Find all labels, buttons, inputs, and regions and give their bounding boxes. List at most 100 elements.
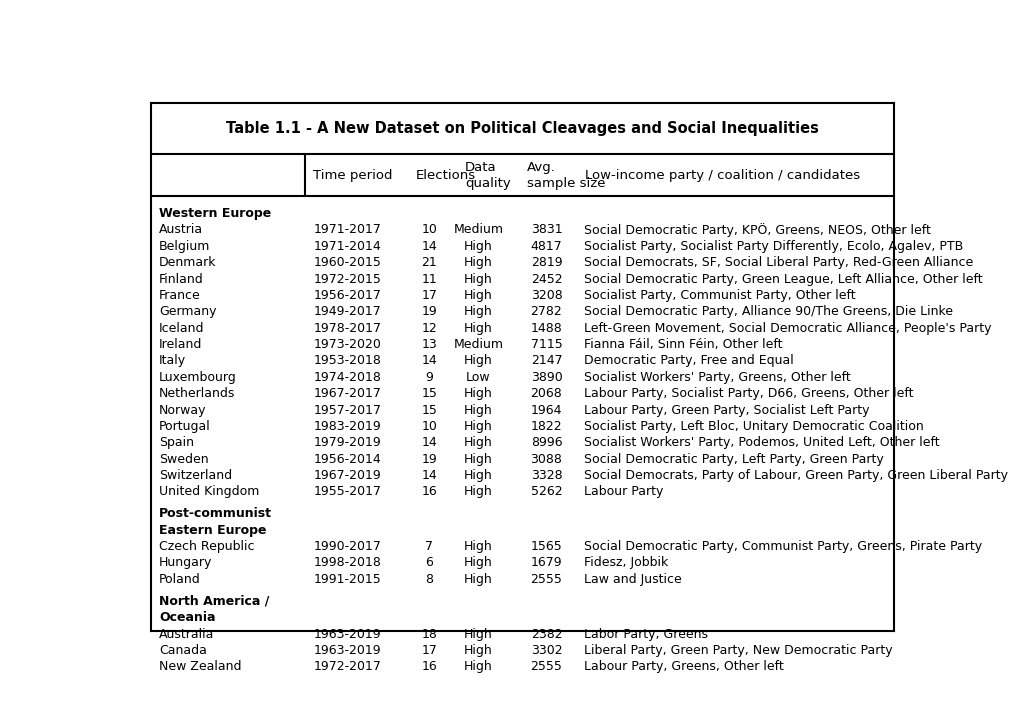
Text: 1973-2020: 1973-2020 [313,338,381,351]
Text: 2819: 2819 [530,256,561,269]
Text: 1960-2015: 1960-2015 [313,256,381,269]
Text: Switzerland: Switzerland [159,469,232,482]
Text: Socialist Party, Left Bloc, Unitary Democratic Coalition: Socialist Party, Left Bloc, Unitary Demo… [584,420,923,433]
Text: High: High [464,420,492,433]
Text: High: High [464,540,492,553]
Text: 14: 14 [421,436,437,449]
Text: High: High [464,557,492,570]
Text: 1956-2014: 1956-2014 [313,453,381,466]
Text: High: High [464,485,492,498]
Text: High: High [464,289,492,302]
Text: 1488: 1488 [530,322,561,335]
Text: 1972-2015: 1972-2015 [313,273,381,286]
Text: High: High [464,627,492,640]
Text: 2555: 2555 [530,573,561,586]
Text: 1956-2017: 1956-2017 [313,289,381,302]
Text: Socialist Workers' Party, Podemos, United Left, Other left: Socialist Workers' Party, Podemos, Unite… [584,436,940,449]
Text: 1955-2017: 1955-2017 [313,485,381,498]
Text: Liberal Party, Green Party, New Democratic Party: Liberal Party, Green Party, New Democrat… [584,644,893,657]
Text: Labour Party, Green Party, Socialist Left Party: Labour Party, Green Party, Socialist Lef… [584,404,869,417]
Text: 1979-2019: 1979-2019 [313,436,381,449]
Text: Norway: Norway [159,404,207,417]
Text: Western Europe: Western Europe [159,207,271,220]
Text: 1972-2017: 1972-2017 [313,660,381,673]
Text: 3831: 3831 [530,224,561,236]
Text: 2147: 2147 [530,355,561,368]
Text: High: High [464,322,492,335]
Text: 3890: 3890 [530,371,561,384]
Text: 3208: 3208 [530,289,561,302]
Text: High: High [464,240,492,253]
Text: 1990-2017: 1990-2017 [313,540,381,553]
Text: High: High [464,469,492,482]
Text: Portugal: Portugal [159,420,211,433]
Text: 1565: 1565 [530,540,561,553]
Text: Social Democrats, Party of Labour, Green Party, Green Liberal Party: Social Democrats, Party of Labour, Green… [584,469,1008,482]
Text: 13: 13 [421,338,437,351]
Text: Labour Party, Socialist Party, D66, Greens, Other left: Labour Party, Socialist Party, D66, Gree… [584,387,913,400]
Text: 10: 10 [421,224,437,236]
Text: Socialist Party, Socialist Party Differently, Ecolo, Agalev, PTB: Socialist Party, Socialist Party Differe… [584,240,963,253]
Text: High: High [464,573,492,586]
Text: 12: 12 [421,322,437,335]
Text: Sweden: Sweden [159,453,209,466]
Text: 1978-2017: 1978-2017 [313,322,381,335]
Text: Germany: Germany [159,305,216,318]
Text: High: High [464,273,492,286]
Text: 16: 16 [421,660,437,673]
Text: 6: 6 [425,557,433,570]
Text: High: High [464,387,492,400]
Text: 3088: 3088 [530,453,561,466]
Text: 17: 17 [421,644,437,657]
Text: Iceland: Iceland [159,322,205,335]
Text: Australia: Australia [159,627,214,640]
Text: High: High [464,644,492,657]
Text: High: High [464,660,492,673]
Text: Canada: Canada [159,644,207,657]
Text: 9: 9 [425,371,433,384]
Text: 7: 7 [425,540,433,553]
Text: Belgium: Belgium [159,240,210,253]
Text: Denmark: Denmark [159,256,216,269]
Text: 7115: 7115 [530,338,561,351]
Text: Luxembourg: Luxembourg [159,371,236,384]
Text: High: High [464,436,492,449]
Text: 3328: 3328 [530,469,561,482]
Text: 1971-2014: 1971-2014 [313,240,381,253]
Text: New Zealand: New Zealand [159,660,242,673]
Text: Italy: Italy [159,355,186,368]
Text: Social Democratic Party, Green League, Left Alliance, Other left: Social Democratic Party, Green League, L… [584,273,982,286]
Text: Finland: Finland [159,273,204,286]
Text: 1679: 1679 [530,557,561,570]
Text: France: France [159,289,201,302]
Text: Table 1.1 - A New Dataset on Political Cleavages and Social Inequalities: Table 1.1 - A New Dataset on Political C… [226,121,818,136]
Text: High: High [464,404,492,417]
Text: High: High [464,256,492,269]
Text: 11: 11 [421,273,437,286]
Text: Medium: Medium [453,338,503,351]
Text: 8: 8 [425,573,433,586]
Text: 1957-2017: 1957-2017 [313,404,381,417]
Text: 1949-2017: 1949-2017 [313,305,381,318]
Text: 1971-2017: 1971-2017 [313,224,381,236]
Text: Low-income party / coalition / candidates: Low-income party / coalition / candidate… [585,169,859,182]
Text: 15: 15 [421,387,437,400]
Text: Left-Green Movement, Social Democratic Alliance, People's Party: Left-Green Movement, Social Democratic A… [584,322,990,335]
Text: Fianna Fáil, Sinn Féin, Other left: Fianna Fáil, Sinn Féin, Other left [584,338,783,351]
Text: 4817: 4817 [530,240,561,253]
Text: 3302: 3302 [530,644,561,657]
Text: 2452: 2452 [530,273,561,286]
Text: Low: Low [466,371,490,384]
Text: Data
quality: Data quality [465,161,511,190]
Text: Spain: Spain [159,436,194,449]
Text: Social Democratic Party, Communist Party, Greens, Pirate Party: Social Democratic Party, Communist Party… [584,540,981,553]
Text: Labor Party, Greens: Labor Party, Greens [584,627,708,640]
Text: Time period: Time period [313,169,392,182]
Text: 19: 19 [421,305,437,318]
Text: 15: 15 [421,404,437,417]
Text: 1963-2019: 1963-2019 [313,644,380,657]
Text: High: High [464,305,492,318]
Text: 1998-2018: 1998-2018 [313,557,381,570]
Text: Social Democratic Party, Alliance 90/The Greens, Die Linke: Social Democratic Party, Alliance 90/The… [584,305,953,318]
Text: Labour Party, Greens, Other left: Labour Party, Greens, Other left [584,660,784,673]
